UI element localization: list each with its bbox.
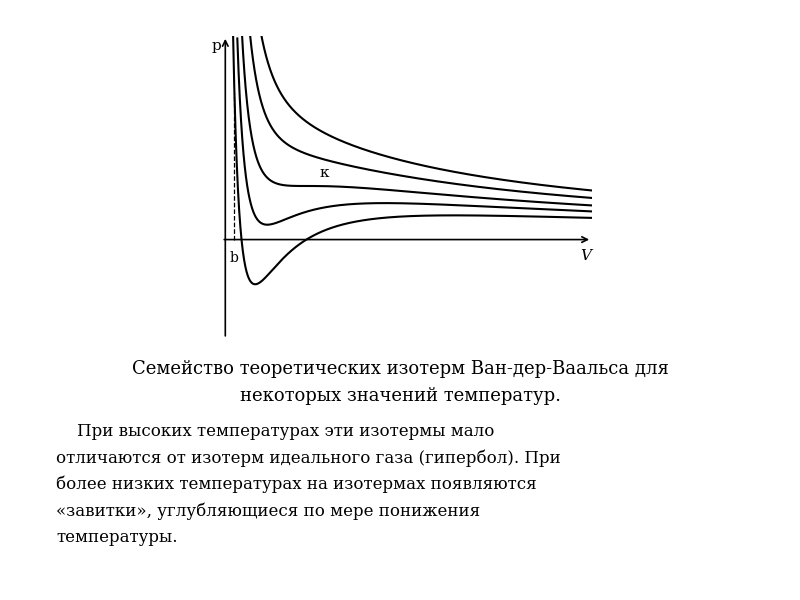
Text: более низких температурах на изотермах появляются: более низких температурах на изотермах п… xyxy=(56,476,537,493)
Text: V: V xyxy=(580,249,591,263)
Text: температуры.: температуры. xyxy=(56,529,178,545)
Text: p: p xyxy=(212,38,222,53)
Text: При высоких температурах эти изотермы мало: При высоких температурах эти изотермы ма… xyxy=(56,423,494,440)
Text: некоторых значений температур.: некоторых значений температур. xyxy=(239,387,561,405)
Text: отличаются от изотерм идеального газа (гипербол). При: отличаются от изотерм идеального газа (г… xyxy=(56,449,561,467)
Text: «завитки», углубляющиеся по мере понижения: «завитки», углубляющиеся по мере понижен… xyxy=(56,502,480,520)
Text: к: к xyxy=(319,166,329,179)
Text: b: b xyxy=(230,251,238,265)
Text: Семейство теоретических изотерм Ван-дер-Ваальса для: Семейство теоретических изотерм Ван-дер-… xyxy=(131,360,669,378)
